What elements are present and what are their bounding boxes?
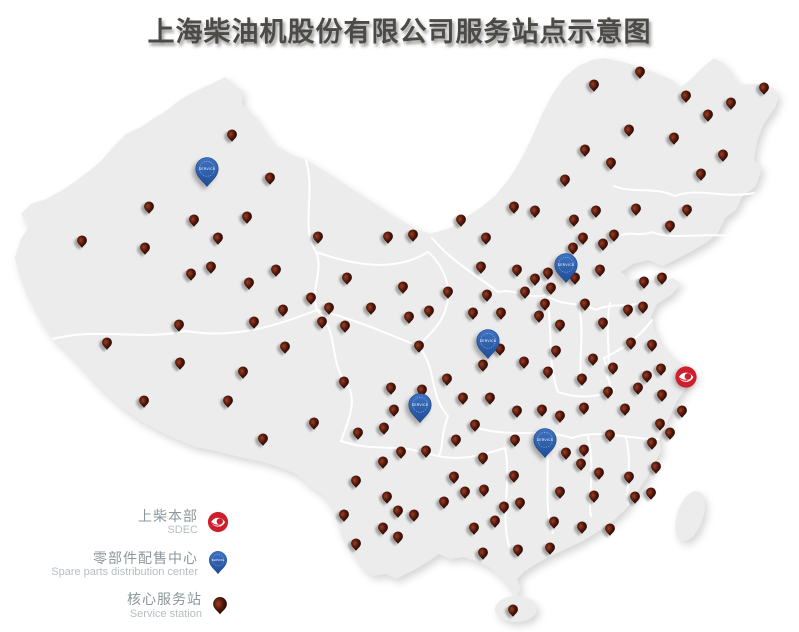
sdec-headquarters-marker	[674, 365, 698, 389]
china-outline	[15, 58, 779, 596]
service-station-pin	[630, 491, 640, 504]
distribution-pin-icon	[208, 551, 228, 575]
sdec-logo-icon	[207, 511, 229, 533]
legend-item-distribution: 零部件配售中心 Spare parts distribution center	[30, 550, 230, 579]
station-pin-icon	[213, 596, 227, 615]
legend-headquarters-sublabel: SDEC	[167, 524, 198, 537]
legend: 上柴本部 SDEC 零部件配售中心 Spare parts distributi…	[30, 508, 230, 620]
service-station-pin	[646, 487, 656, 500]
legend-station-sublabel: Service station	[129, 607, 202, 620]
legend-distribution-label: 零部件配售中心	[93, 549, 198, 566]
service-station-pin	[677, 405, 687, 418]
taiwan-island	[675, 490, 705, 542]
legend-station-label: 核心服务站	[127, 591, 202, 608]
service-station-pin	[605, 523, 615, 536]
service-station-pin	[665, 427, 675, 440]
legend-item-headquarters: 上柴本部 SDEC	[30, 508, 230, 537]
page-title: 上海柴油机股份有限公司服务站点示意图	[147, 17, 652, 47]
service-station-pin	[651, 461, 661, 474]
legend-headquarters-label: 上柴本部	[138, 508, 198, 524]
legend-item-station: 核心服务站 Service station	[30, 591, 230, 620]
legend-distribution-sublabel: Spare parts distribution center	[51, 565, 198, 578]
